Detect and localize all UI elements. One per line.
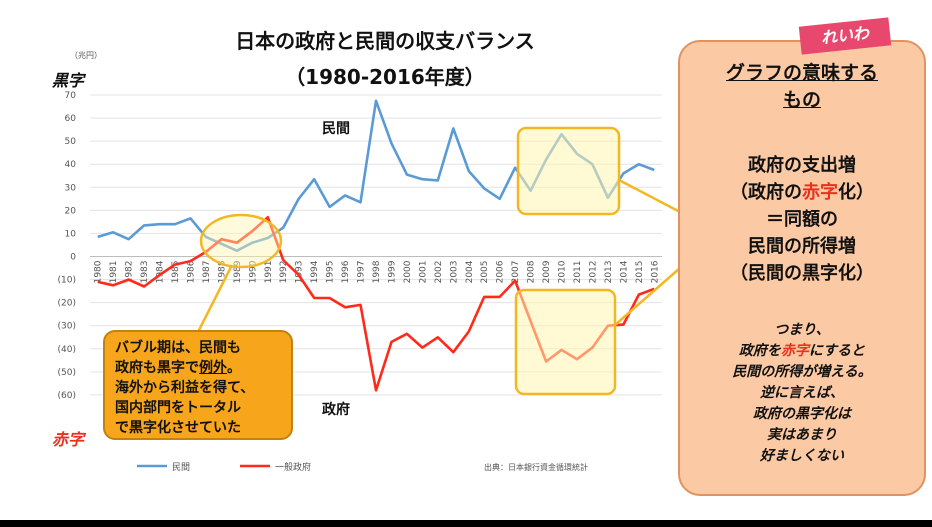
highlight-box-private: [516, 126, 621, 216]
x-tick-label: 2011: [573, 261, 583, 284]
highlight-box-government: [514, 288, 617, 396]
label-private: 民間: [322, 121, 350, 137]
y-tick-label: (50): [58, 368, 76, 378]
x-tick-label: 1988: [217, 260, 227, 283]
y-tick-label: 10: [65, 229, 77, 239]
x-tick-label: 1987: [202, 261, 212, 284]
panel-line-2b: 化）: [838, 182, 874, 203]
y-tick-label: (30): [58, 322, 76, 332]
x-tick-label: 1993: [295, 261, 305, 284]
conclusion-line-2-red: 赤字: [780, 343, 809, 359]
chart-subtitle: （1980-2016年度）: [285, 65, 485, 89]
x-tick-label: 2008: [527, 260, 537, 283]
label-government: 政府: [322, 401, 350, 418]
connector-panel-top: [618, 178, 681, 214]
y-tick-label: (40): [58, 345, 76, 355]
source-note: 出典：日本銀行資金循環統計: [484, 462, 588, 472]
x-tick-label: 1992: [279, 261, 289, 284]
connector-bubble: [193, 264, 234, 339]
y-tick-label: (20): [58, 299, 76, 309]
x-tick-label: 1995: [326, 261, 336, 284]
conclusion-line-2a: 政府を: [738, 343, 781, 359]
conclusion-line-5: 政府の黒字化は: [753, 406, 851, 422]
x-tick-label: 1994: [310, 260, 320, 283]
y-tick-label: 70: [65, 91, 77, 101]
chart-title: 日本の政府と民間の収支バランス: [235, 29, 535, 53]
x-tick-label: 2002: [434, 261, 444, 284]
panel-line-4: 民間の所得増: [748, 236, 856, 257]
x-tick-label: 1997: [357, 261, 367, 284]
x-tick-label: 2007: [511, 261, 521, 284]
y-tick-label: (10): [58, 276, 76, 286]
panel-line-2-red: 赤字: [802, 182, 838, 203]
x-tick-label: 1989: [233, 260, 243, 283]
x-tick-label: 2000: [403, 260, 413, 283]
conclusion-line-1: つまり、: [774, 322, 830, 338]
x-tick-label: 1983: [140, 261, 150, 284]
callout-text-a: バブル期は、民間も 政府も黒字で: [115, 340, 241, 376]
x-tick-label: 2009: [542, 260, 552, 283]
highlight-ellipse-bubble: [199, 213, 283, 269]
y-tick-label: 40: [65, 160, 77, 170]
x-tick-label: 2006: [496, 260, 506, 283]
panel-title: グラフの意味する もの: [725, 62, 878, 111]
y-tick-label: 0: [70, 253, 76, 263]
panel-line-5: （民間の黒字化）: [730, 263, 874, 284]
panel-line-1: 政府の支出増: [748, 155, 856, 176]
conclusion-line-2: 政府を赤字にすると: [680, 341, 924, 362]
x-tick-label: 1985: [171, 261, 181, 284]
x-tick-label: 2001: [418, 261, 428, 284]
x-tick-label: 1980: [94, 260, 104, 283]
panel-line-3: ＝同額の: [766, 209, 838, 230]
x-tick-label: 2016: [650, 260, 660, 283]
y-tick-label: 60: [65, 114, 77, 124]
unit-label: （兆円）: [70, 50, 102, 60]
x-axis-ticks: 1980 1981 1982 1983 1984 1985 1986 1987 1988 1989…: [94, 260, 661, 283]
x-tick-label: 2013: [604, 261, 614, 284]
y-tick-label: 30: [65, 183, 77, 193]
x-tick-label: 1981: [109, 261, 119, 284]
y-tick-label: 50: [65, 137, 77, 147]
x-tick-label: 2003: [449, 261, 459, 284]
y-tick-label: (60): [58, 391, 76, 401]
x-tick-label: 2012: [588, 261, 598, 284]
conclusion-line-6: 実はあまり: [767, 427, 837, 443]
conclusion-line-7: 好ましくない: [760, 448, 844, 464]
x-tick-label: 1996: [341, 260, 351, 283]
x-tick-label: 1999: [387, 260, 397, 283]
conclusion-line-3: 民間の所得が増える。: [732, 364, 872, 380]
deficit-label: 赤字: [52, 430, 87, 449]
explanation-panel: グラフの意味する もの 政府の支出増 （政府の赤字化） ＝同額の 民間の所得増 …: [678, 40, 926, 496]
x-tick-label: 2014: [619, 260, 629, 283]
x-tick-label: 2004: [465, 260, 475, 283]
x-tick-label: 2005: [480, 261, 490, 284]
x-tick-label: 1982: [125, 261, 135, 284]
panel-line-2: （政府の赤字化）: [680, 179, 924, 206]
connector-panel-bottom: [614, 267, 681, 326]
callout-text-exception: 例外: [199, 360, 227, 376]
x-tick-label: 1991: [264, 261, 274, 284]
x-tick-label: 2015: [635, 261, 645, 284]
x-tick-label: 1986: [186, 260, 196, 283]
x-tick-label: 2010: [558, 260, 568, 283]
panel-conclusion: つまり、 政府を赤字にすると 民間の所得が増える。 逆に言えば、 政府の黒字化は…: [680, 320, 924, 467]
y-tick-label: 20: [65, 206, 77, 216]
x-tick-label: 1984: [156, 260, 166, 283]
x-tick-label: 1990: [248, 260, 258, 283]
bubble-era-callout: バブル期は、民間も 政府も黒字で例外。 海外から利益を得て、 国内部門をトータル…: [103, 330, 293, 440]
surplus-label: 黒字: [51, 71, 87, 90]
y-axis-ticks: 70 60 50 40 30 20 10 0 (10) (20) (30) (40) (50) (60): [58, 91, 77, 401]
panel-line-2a: （政府の: [730, 182, 802, 203]
x-tick-label: 1998: [372, 260, 382, 283]
conclusion-line-4: 逆に言えば、: [760, 385, 844, 401]
legend-label-government: 一般政府: [275, 461, 311, 473]
legend-label-private: 民間: [172, 462, 190, 473]
panel-main-text: 政府の支出増 （政府の赤字化） ＝同額の 民間の所得増 （民間の黒字化）: [680, 152, 924, 287]
callout-text-c: 。 海外から利益を得て、 国内部門をトータル で黒字化させていた: [115, 360, 255, 436]
conclusion-line-2b: にすると: [808, 343, 866, 359]
